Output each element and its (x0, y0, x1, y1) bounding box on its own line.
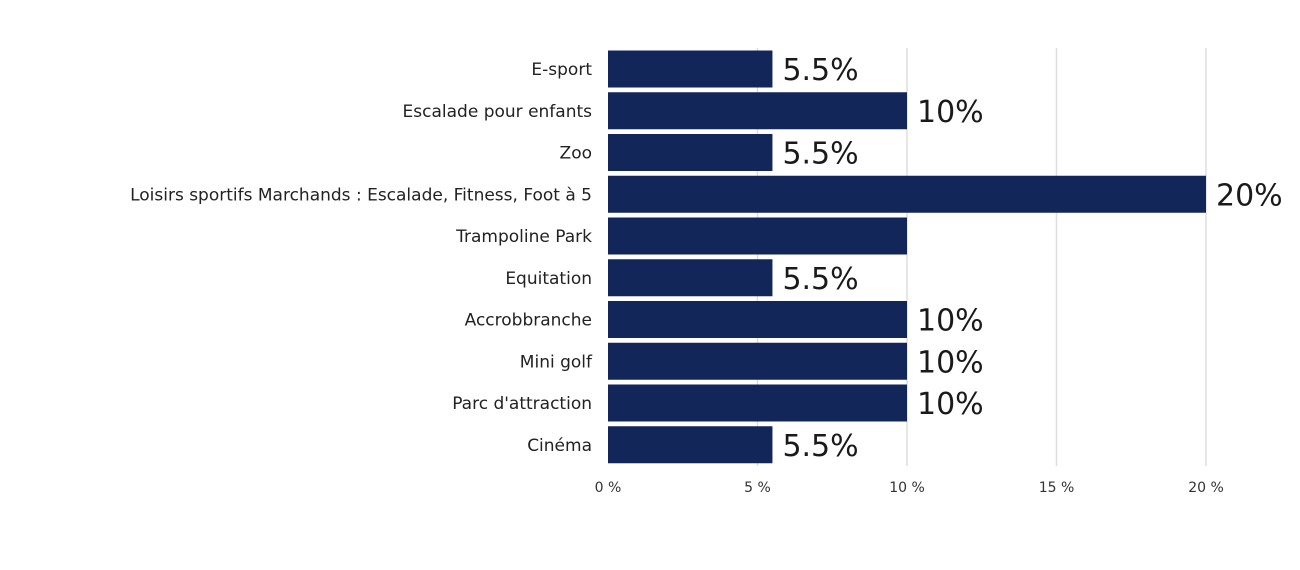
x-tick-label: 20 % (1188, 480, 1224, 496)
bar (608, 384, 907, 422)
data-label: 20% (1216, 178, 1283, 213)
bar (608, 342, 907, 380)
bar (608, 217, 907, 255)
x-tick-label: 10 % (889, 480, 925, 496)
bar (608, 259, 773, 297)
bar (608, 134, 773, 171)
category-label: E-sport (531, 60, 592, 80)
bars (608, 50, 1206, 464)
category-label: Accrobbranche (465, 311, 592, 331)
category-label: Equitation (505, 269, 592, 289)
data-label: 5.5% (782, 429, 858, 464)
category-label: Parc d'attraction (452, 394, 592, 414)
bar (608, 301, 907, 338)
bar (608, 92, 907, 130)
x-tick-label: 0 % (595, 480, 622, 496)
category-label: Cinéma (527, 436, 592, 456)
bar (608, 50, 773, 88)
bar (608, 175, 1206, 213)
x-tick-label: 5 % (744, 480, 771, 496)
category-label: Zoo (560, 144, 592, 164)
x-axis: 0 % 5 % 10 % 15 % 20 % (595, 480, 1224, 496)
data-label: 10% (917, 345, 984, 380)
data-label: 10% (917, 387, 984, 422)
category-label: Mini golf (520, 352, 593, 372)
x-tick-label: 15 % (1039, 480, 1075, 496)
data-label: 10% (917, 95, 984, 130)
data-labels: 5.5% 10% 5.5% 20% 5.5% 10% 10% 10% 5.5% (782, 53, 1282, 464)
category-label: Trampoline Park (455, 227, 592, 247)
data-label: 5.5% (782, 137, 858, 172)
data-label: 5.5% (782, 53, 858, 88)
bar (608, 426, 773, 464)
category-label: Escalade pour enfants (403, 102, 593, 122)
category-label: Loisirs sportifs Marchands : Escalade, F… (130, 185, 592, 205)
data-label: 10% (917, 304, 984, 339)
category-labels: E-sport Escalade pour enfants Zoo Loisirs s… (130, 60, 593, 456)
data-label: 5.5% (782, 262, 858, 297)
